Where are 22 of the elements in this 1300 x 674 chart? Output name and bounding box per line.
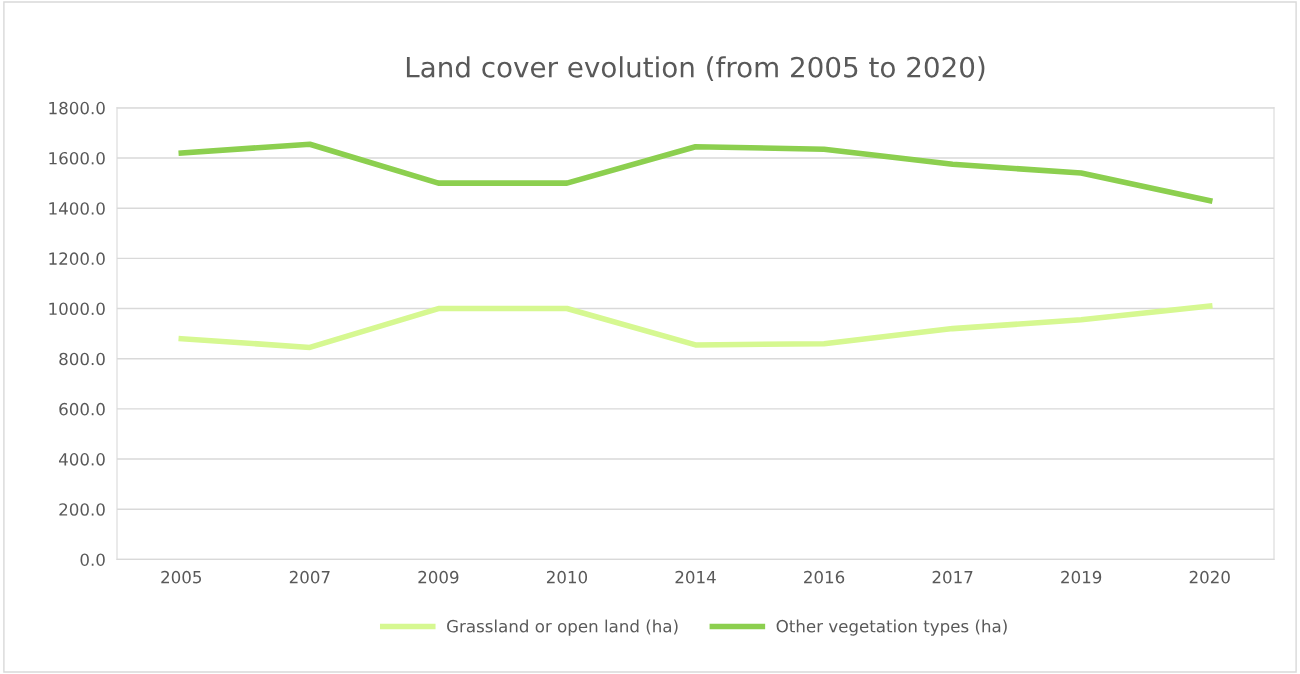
y-tick-label: 1400.0 — [49, 202, 105, 215]
y-tick-label: 1600.0 — [49, 151, 105, 165]
x-tick-label: 2017 — [932, 570, 973, 584]
legend-label: Other vegetation types (ha) — [776, 619, 1007, 636]
x-tick-label: 2007 — [289, 570, 330, 584]
x-tick-label: 2016 — [804, 570, 845, 584]
x-tick-label: 2010 — [546, 570, 588, 584]
y-tick-label: 1000.0 — [49, 302, 105, 316]
x-tick-label: 2020 — [1189, 570, 1230, 584]
y-tick-label: 1200.0 — [49, 252, 105, 265]
y-tick-label: 1800.0 — [49, 101, 105, 115]
y-tick-label: 800.0 — [59, 352, 105, 366]
x-tick-label: 2009 — [418, 570, 459, 584]
y-tick-label: 200.0 — [59, 503, 105, 516]
y-tick-label: 400.0 — [58, 453, 105, 466]
legend-label: Grassland or open land (ha) — [447, 619, 678, 636]
x-tick-label: 2005 — [161, 570, 202, 584]
x-tick-label: 2014 — [675, 570, 716, 584]
y-tick-label: 600.0 — [59, 402, 105, 416]
chart-title: Land cover evolution (from 2005 to 2020) — [406, 56, 985, 81]
x-tick-label: 2019 — [1061, 570, 1102, 584]
y-tick-label: 0.0 — [80, 553, 105, 566]
